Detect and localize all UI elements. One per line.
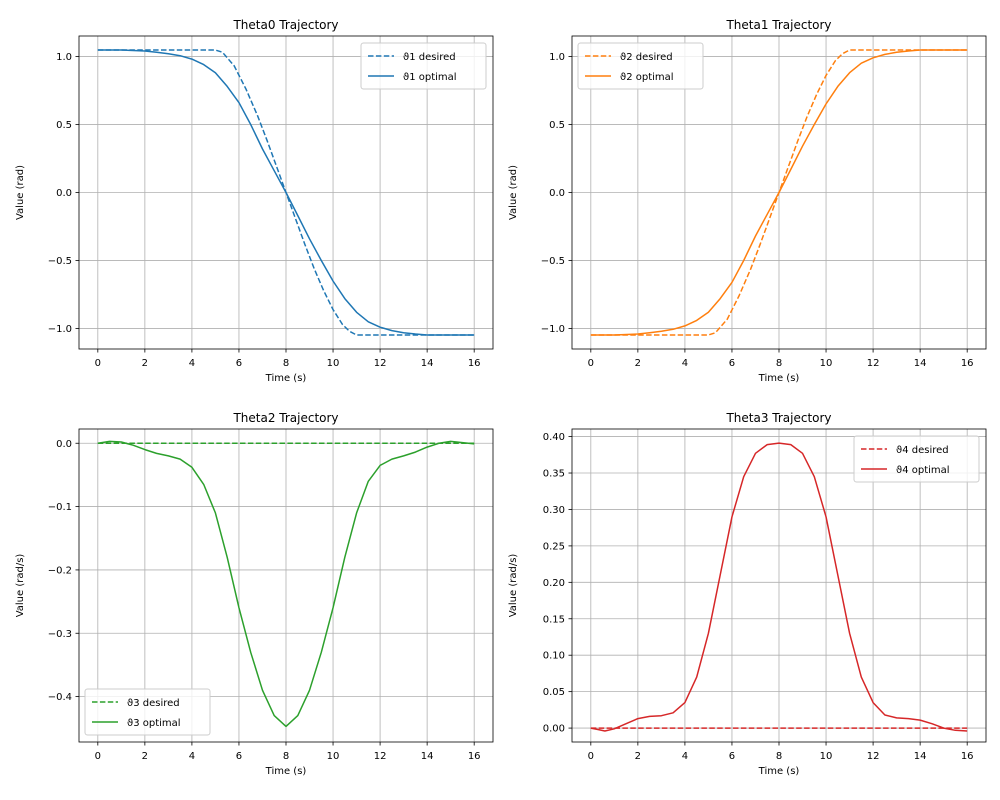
y-axis-label: Value (rad/s) bbox=[15, 554, 26, 618]
x-tick-label: 8 bbox=[776, 751, 782, 762]
series-line-optimal bbox=[97, 49, 475, 336]
y-tick-label: 0.30 bbox=[543, 505, 565, 516]
legend-box bbox=[577, 42, 704, 90]
chart-panel-2: 0 2 4 6 8 10 12 14 16 −1.0 −0.5 0.0 0.5 1.0 Theta1 Tra… bbox=[508, 18, 987, 384]
x-tick-label: 0 bbox=[95, 751, 101, 762]
y-tick-label: 0.00 bbox=[543, 724, 565, 735]
x-tick-label: 10 bbox=[327, 358, 340, 369]
x-axis-label: Time (s) bbox=[758, 766, 800, 777]
x-tick-label: 14 bbox=[421, 358, 434, 369]
y-tick-label: 0.0 bbox=[549, 188, 565, 199]
y-axis-label: Value (rad) bbox=[508, 165, 519, 220]
x-tick-label: 10 bbox=[820, 751, 833, 762]
x-tick-label: 6 bbox=[236, 751, 242, 762]
x-tick-label: 0 bbox=[588, 751, 594, 762]
x-tick-label: 2 bbox=[635, 751, 641, 762]
x-tick-label: 6 bbox=[729, 358, 735, 369]
y-tick-label: 0.40 bbox=[543, 432, 565, 443]
x-tick-label: 12 bbox=[374, 358, 387, 369]
series-line-desired bbox=[97, 49, 475, 336]
chart-title: Theta2 Trajectory bbox=[232, 411, 338, 425]
y-axis-label: Value (rad) bbox=[15, 165, 26, 220]
x-tick-label: 12 bbox=[867, 358, 880, 369]
legend-label: ϑ4 desired bbox=[896, 445, 949, 456]
x-axis-label: Time (s) bbox=[265, 766, 307, 777]
x-tick-label: 4 bbox=[189, 751, 195, 762]
x-tick-label: 14 bbox=[914, 751, 927, 762]
x-tick-label: 0 bbox=[588, 358, 594, 369]
y-tick-label: 1.0 bbox=[549, 52, 565, 63]
x-tick-label: 16 bbox=[961, 358, 974, 369]
x-tick-label: 6 bbox=[729, 751, 735, 762]
legend: ϑ1 desired ϑ1 optimal bbox=[360, 42, 487, 90]
legend: ϑ3 desired ϑ3 optimal bbox=[84, 688, 211, 736]
y-tick-label: −0.4 bbox=[48, 692, 72, 703]
legend: ϑ2 desired ϑ2 optimal bbox=[577, 42, 704, 90]
chart-panel-1: 0 2 4 6 8 10 12 14 16 −1.0 −0.5 0.0 0.5 1.0 Theta0 Tra… bbox=[15, 18, 494, 384]
y-tick-label: 0.0 bbox=[56, 439, 72, 450]
y-tick-label: −0.2 bbox=[48, 565, 72, 576]
x-tick-label: 16 bbox=[468, 751, 481, 762]
x-tick-label: 6 bbox=[236, 358, 242, 369]
chart-panel-3: 0 2 4 6 8 10 12 14 16 −0.4 −0.3 −0.2 −0.1 0.0 Theta2 T… bbox=[15, 411, 494, 777]
y-tick-label: 0.05 bbox=[543, 687, 565, 698]
x-tick-label: 8 bbox=[776, 358, 782, 369]
y-tick-label: −0.3 bbox=[48, 629, 72, 640]
x-tick-label: 8 bbox=[283, 358, 289, 369]
y-tick-label: 0.5 bbox=[549, 120, 565, 131]
y-tick-label: −1.0 bbox=[541, 324, 565, 335]
x-axis-label: Time (s) bbox=[758, 373, 800, 384]
series-line-optimal bbox=[97, 440, 475, 728]
chart-panel-4: 0 2 4 6 8 10 12 14 16 0.00 0.05 0.10 0.15 0.20 0.25 0.3… bbox=[508, 411, 987, 777]
y-tick-label: 0.35 bbox=[543, 469, 565, 480]
chart-title: Theta1 Trajectory bbox=[725, 18, 831, 32]
chart-title: Theta3 Trajectory bbox=[725, 411, 831, 425]
series-line-optimal bbox=[590, 49, 968, 336]
x-tick-label: 4 bbox=[682, 358, 688, 369]
y-tick-label: −0.5 bbox=[541, 256, 565, 267]
x-tick-label: 2 bbox=[142, 751, 148, 762]
y-tick-label: −1.0 bbox=[48, 324, 72, 335]
y-axis-label: Value (rad/s) bbox=[508, 554, 519, 618]
legend-label: ϑ2 optimal bbox=[620, 72, 674, 83]
legend-label: ϑ1 desired bbox=[403, 52, 456, 63]
legend-label: ϑ2 desired bbox=[620, 52, 673, 63]
series-line-desired bbox=[590, 49, 968, 336]
x-axis-label: Time (s) bbox=[265, 373, 307, 384]
series-line-optimal bbox=[590, 442, 968, 732]
x-tick-label: 4 bbox=[682, 751, 688, 762]
legend-label: ϑ3 optimal bbox=[127, 718, 181, 729]
y-tick-label: 0.25 bbox=[543, 541, 565, 552]
y-tick-label: −0.1 bbox=[48, 502, 72, 513]
y-tick-label: 0.0 bbox=[56, 188, 72, 199]
y-tick-label: 1.0 bbox=[56, 52, 72, 63]
y-tick-label: 0.20 bbox=[543, 578, 565, 589]
x-tick-label: 16 bbox=[468, 358, 481, 369]
x-tick-label: 10 bbox=[820, 358, 833, 369]
legend: ϑ4 desired ϑ4 optimal bbox=[853, 435, 980, 483]
y-tick-label: −0.5 bbox=[48, 256, 72, 267]
chart-title: Theta0 Trajectory bbox=[232, 18, 338, 32]
x-tick-label: 4 bbox=[189, 358, 195, 369]
legend-box bbox=[84, 688, 211, 736]
x-tick-label: 16 bbox=[961, 751, 974, 762]
legend-label: ϑ3 desired bbox=[127, 698, 180, 709]
x-tick-label: 10 bbox=[327, 751, 340, 762]
x-tick-label: 12 bbox=[374, 751, 387, 762]
legend-box bbox=[360, 42, 487, 90]
x-tick-label: 14 bbox=[914, 358, 927, 369]
x-tick-label: 14 bbox=[421, 751, 434, 762]
x-tick-label: 2 bbox=[142, 358, 148, 369]
y-tick-label: 0.10 bbox=[543, 651, 565, 662]
legend-label: ϑ1 optimal bbox=[403, 72, 457, 83]
x-tick-label: 8 bbox=[283, 751, 289, 762]
x-tick-label: 12 bbox=[867, 751, 880, 762]
legend-box bbox=[853, 435, 980, 483]
x-tick-label: 2 bbox=[635, 358, 641, 369]
legend-label: ϑ4 optimal bbox=[896, 465, 950, 476]
x-tick-label: 0 bbox=[95, 358, 101, 369]
y-tick-label: 0.15 bbox=[543, 614, 565, 625]
y-tick-label: 0.5 bbox=[56, 120, 72, 131]
